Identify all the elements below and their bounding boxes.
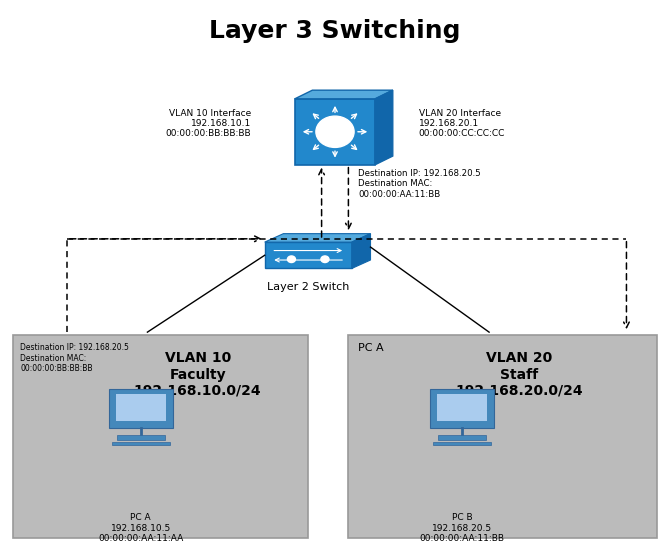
Text: VLAN 20 Interface
192.168.20.1
00:00:00:CC:CC:CC: VLAN 20 Interface 192.168.20.1 00:00:00:… [419, 109, 505, 138]
FancyBboxPatch shape [433, 441, 491, 445]
Circle shape [287, 256, 295, 262]
FancyBboxPatch shape [348, 335, 657, 538]
FancyBboxPatch shape [112, 441, 170, 445]
Text: Layer 2 Switch: Layer 2 Switch [267, 282, 349, 292]
Text: PC A: PC A [358, 343, 384, 353]
Polygon shape [375, 90, 393, 165]
Polygon shape [295, 90, 393, 99]
FancyBboxPatch shape [438, 435, 486, 440]
Polygon shape [265, 234, 371, 242]
Circle shape [316, 116, 354, 147]
Circle shape [321, 256, 329, 262]
FancyBboxPatch shape [430, 389, 494, 428]
FancyBboxPatch shape [116, 394, 165, 421]
Text: PC A
192.168.10.5
00:00:00:AA:11:AA: PC A 192.168.10.5 00:00:00:AA:11:AA [98, 513, 184, 543]
Text: VLAN 10
Faculty
192.168.10.0/24: VLAN 10 Faculty 192.168.10.0/24 [134, 351, 261, 398]
Text: PC B
192.168.20.5
00:00:00:AA:11:BB: PC B 192.168.20.5 00:00:00:AA:11:BB [420, 513, 505, 543]
FancyBboxPatch shape [109, 389, 173, 428]
Polygon shape [352, 234, 371, 268]
Text: VLAN 10 Interface
192.168.10.1
00:00:00:BB:BB:BB: VLAN 10 Interface 192.168.10.1 00:00:00:… [165, 109, 251, 138]
Text: Layer 3 Switching: Layer 3 Switching [209, 19, 461, 43]
FancyBboxPatch shape [265, 242, 352, 268]
Text: VLAN 20
Staff
192.168.20.0/24: VLAN 20 Staff 192.168.20.0/24 [456, 351, 583, 398]
FancyBboxPatch shape [438, 394, 487, 421]
Text: Destination IP: 192.168.20.5
Destination MAC:
00:00:00:BB:BB:BB: Destination IP: 192.168.20.5 Destination… [20, 343, 129, 373]
Text: Destination IP: 192.168.20.5
Destination MAC:
00:00:00:AA:11:BB: Destination IP: 192.168.20.5 Destination… [358, 169, 481, 199]
FancyBboxPatch shape [117, 435, 165, 440]
FancyBboxPatch shape [13, 335, 308, 538]
FancyBboxPatch shape [295, 99, 375, 165]
